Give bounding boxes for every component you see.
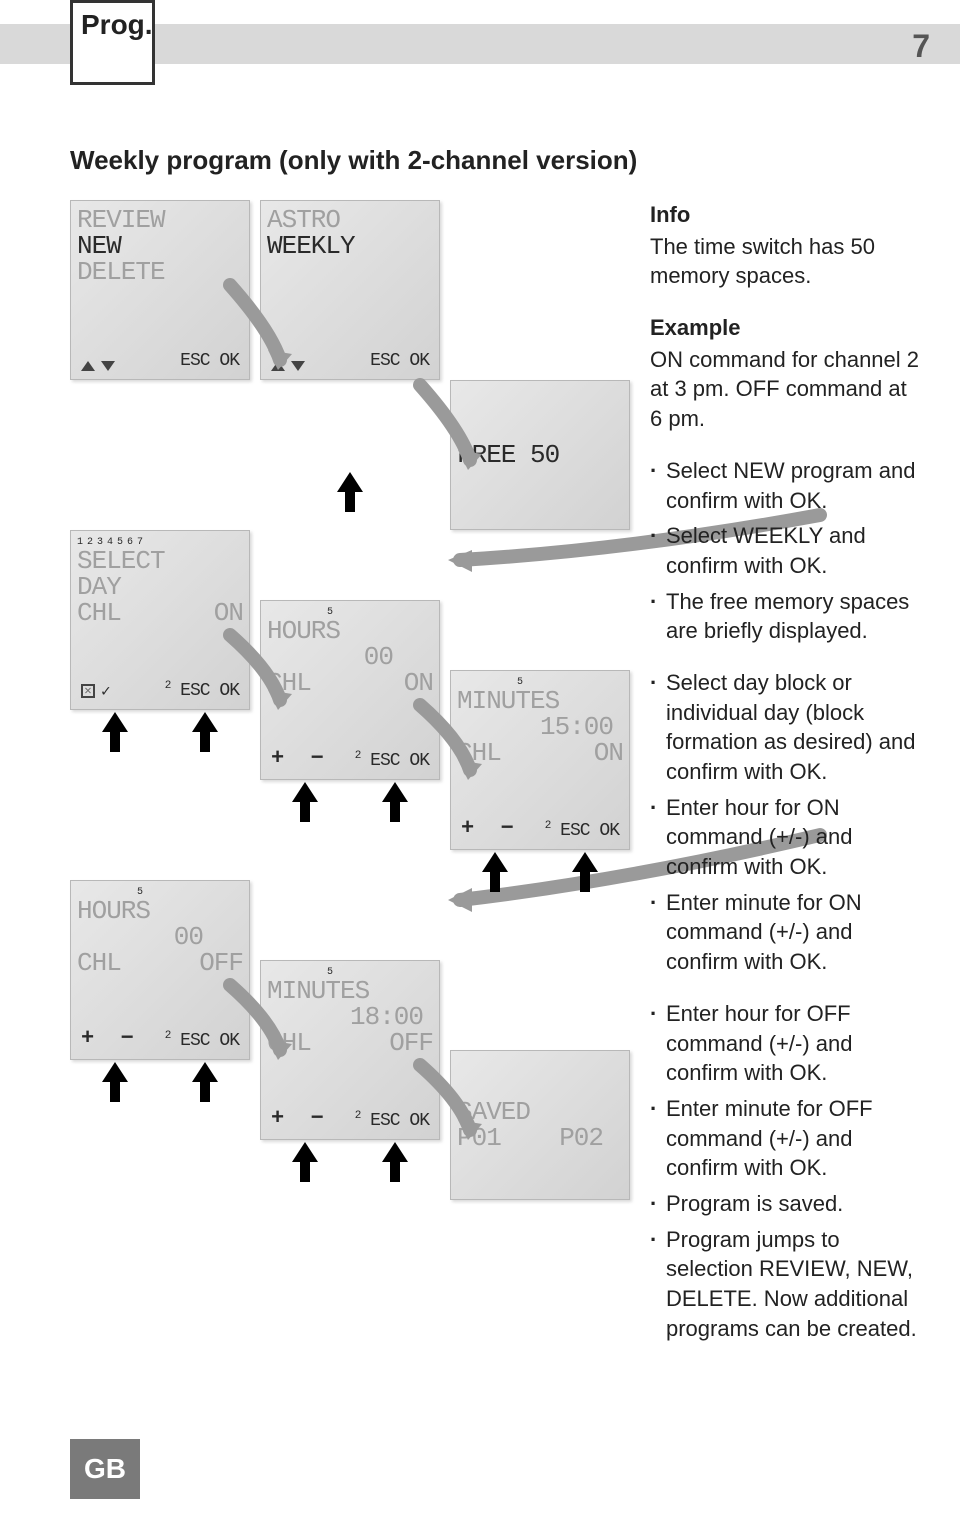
- flow-arrow-icon: [410, 1050, 490, 1140]
- prog-label: P02: [559, 1125, 603, 1151]
- flow-arrow-icon: [220, 970, 300, 1060]
- step-item: Enter minute for OFF command (+/-) and c…: [650, 1094, 920, 1183]
- flow-arrow-icon: [220, 270, 300, 370]
- input-arrows-icon: [450, 850, 630, 900]
- content-area: REVIEW NEW DELETE ESC OK ASTRO WEEKLY ES…: [70, 200, 920, 1365]
- channel-2-icon: 2: [165, 1030, 171, 1042]
- lcd-flow: REVIEW NEW DELETE ESC OK ASTRO WEEKLY ES…: [70, 200, 640, 1260]
- lcd-line: SELECT: [77, 548, 243, 574]
- input-arrows-icon: [260, 1140, 440, 1190]
- info-heading: Info: [650, 200, 920, 230]
- flow-arrow-icon: [410, 690, 490, 780]
- lcd-line: DAY: [77, 574, 243, 600]
- esc-label: ESC: [180, 681, 209, 701]
- ok-label: OK: [409, 351, 429, 371]
- esc-label: ESC: [370, 751, 399, 771]
- channel-2-icon: 2: [355, 750, 361, 762]
- step-item: Program jumps to selection REVIEW, NEW, …: [650, 1225, 920, 1344]
- up-icon: [81, 361, 95, 371]
- step-item: Select day block or individual day (bloc…: [650, 668, 920, 787]
- steps-list-c: Enter hour for OFF command (+/-) and con…: [650, 999, 920, 1344]
- lcd-line: REVIEW: [77, 207, 243, 233]
- flow-arrow-icon: [410, 370, 490, 470]
- step-item: Enter hour for ON command (+/-) and conf…: [650, 793, 920, 882]
- step-item: The free memory spaces are briefly displ…: [650, 587, 920, 646]
- lcd-line: ASTRO: [267, 207, 433, 233]
- instructions-column: Info The time switch has 50 memory space…: [640, 200, 920, 1365]
- esc-label: ESC: [180, 1031, 209, 1051]
- x-icon: ✕: [81, 684, 95, 698]
- input-arrows-icon: [70, 1060, 250, 1110]
- lcd-line: HOURS: [77, 898, 243, 924]
- input-arrows-icon: [70, 710, 250, 760]
- state-label: ON: [594, 740, 623, 766]
- input-arrows-icon: [260, 470, 440, 520]
- channel-2-icon: 2: [355, 1110, 361, 1122]
- chl-label: CHL: [77, 600, 121, 626]
- page-number: 7: [912, 28, 930, 65]
- info-body: The time switch has 50 memory spaces.: [650, 232, 920, 291]
- flow-arrow-icon: [220, 620, 300, 710]
- step-item: Enter minute for ON command (+/-) and co…: [650, 888, 920, 977]
- plus-minus-icon: + −: [271, 746, 324, 771]
- lcd-line: NEW: [77, 233, 243, 259]
- chl-label: CHL: [77, 950, 121, 976]
- step-item: Enter hour for OFF command (+/-) and con…: [650, 999, 920, 1088]
- steps-list-b: Select day block or individual day (bloc…: [650, 668, 920, 977]
- steps-list-a: Select NEW program and confirm with OK. …: [650, 456, 920, 646]
- plus-minus-icon: + −: [81, 1026, 134, 1051]
- esc-label: ESC: [370, 1111, 399, 1131]
- input-arrows-icon: [260, 780, 440, 830]
- lcd-line: DELETE: [77, 259, 243, 285]
- esc-label: ESC: [370, 351, 399, 371]
- example-body: ON command for channel 2 at 3 pm. OFF co…: [650, 345, 920, 434]
- down-icon: [101, 361, 115, 371]
- step-item: Program is saved.: [650, 1189, 920, 1219]
- step-item: Select WEEKLY and confirm with OK.: [650, 521, 920, 580]
- value: 00: [77, 924, 243, 950]
- check-icon: ✓: [101, 681, 111, 701]
- step-item: Select NEW program and confirm with OK.: [650, 456, 920, 515]
- section-title: Weekly program (only with 2-channel vers…: [70, 145, 637, 176]
- channel-2-icon: 2: [165, 680, 171, 692]
- badge-text: GB: [84, 1453, 126, 1485]
- language-badge: GB: [70, 1439, 140, 1499]
- lcd-line: WEEKLY: [267, 233, 433, 259]
- esc-label: ESC: [180, 351, 209, 371]
- prog-box: Prog.: [70, 0, 155, 85]
- example-heading: Example: [650, 313, 920, 343]
- plus-minus-icon: + −: [271, 1106, 324, 1131]
- prog-label: Prog.: [81, 9, 153, 41]
